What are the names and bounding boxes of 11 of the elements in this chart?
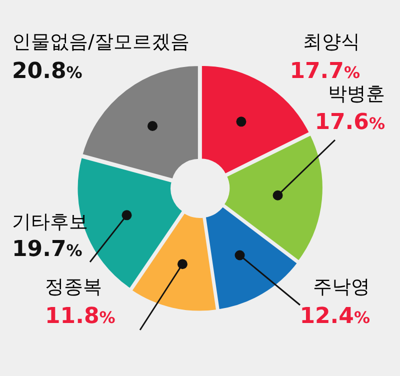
data-label: 19.7% <box>12 237 82 262</box>
data-label: 11.8% <box>45 304 116 329</box>
data-label: 17.7% <box>290 59 360 84</box>
slice-label: 최양식 <box>303 31 360 53</box>
data-label: 12.4% <box>300 304 370 329</box>
slice-label: 정종복 <box>45 276 102 298</box>
slice-label: 박병훈 <box>328 83 385 105</box>
data-label: 17.6% <box>314 110 385 135</box>
data-label: 20.8% <box>12 59 82 84</box>
slice-label: 주낙영 <box>313 276 370 298</box>
slice-label: 인물없음/잘모르겠음 <box>12 31 190 53</box>
